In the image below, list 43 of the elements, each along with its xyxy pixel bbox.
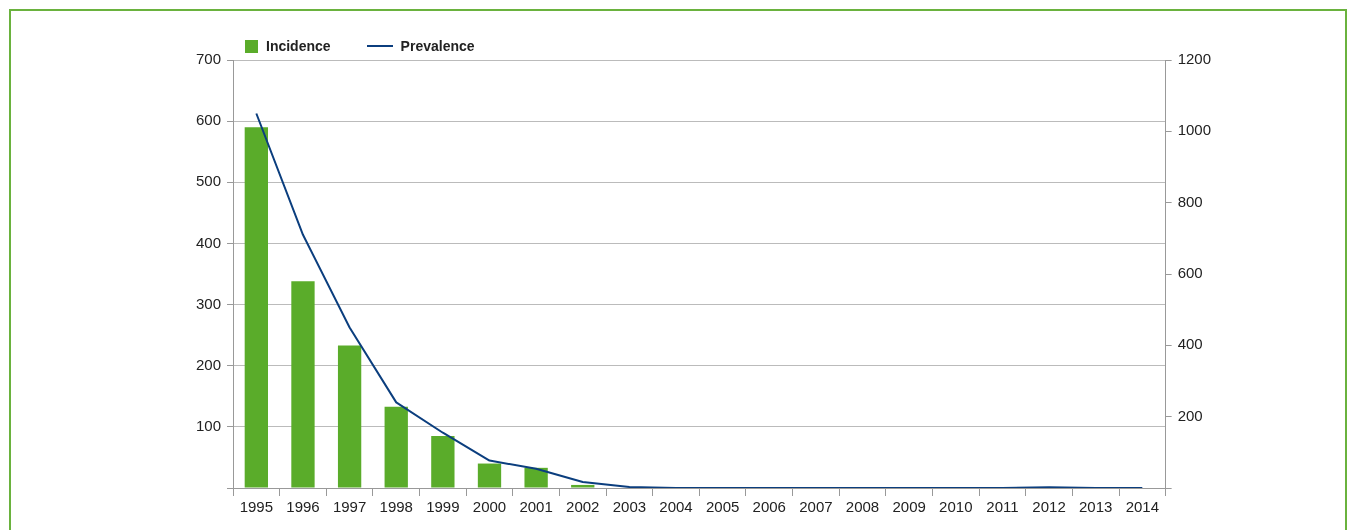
x-tick-label: 1999 bbox=[426, 498, 460, 516]
x-tick-label: 2002 bbox=[566, 498, 600, 516]
x-tick-label: 2011 bbox=[986, 498, 1019, 516]
y2-tick-label: 600 bbox=[1177, 264, 1203, 282]
bar bbox=[244, 127, 268, 488]
x-tick-label: 2009 bbox=[892, 498, 926, 516]
bar bbox=[571, 484, 595, 488]
x-tick-label: 1998 bbox=[379, 498, 413, 516]
y-tick-label: 400 bbox=[196, 233, 222, 251]
x-tick-label: 2007 bbox=[799, 498, 833, 516]
y-tick-label: 200 bbox=[196, 355, 222, 373]
y2-tick-label: 400 bbox=[1177, 335, 1203, 353]
y2-tick-label: 800 bbox=[1177, 192, 1203, 210]
bar bbox=[431, 436, 455, 488]
x-tick-label: 2010 bbox=[939, 498, 973, 516]
x-tick-label: 2006 bbox=[752, 498, 786, 516]
x-tick-label: 2012 bbox=[1032, 498, 1066, 516]
x-tick-label: 2000 bbox=[472, 498, 507, 516]
x-tick-label: 1995 bbox=[239, 498, 274, 516]
y2-tick-label: 1200 bbox=[1177, 50, 1212, 68]
x-tick-label: 2001 bbox=[519, 498, 553, 516]
y-tick-label: 100 bbox=[196, 417, 222, 434]
x-tick-label: 1997 bbox=[332, 498, 367, 516]
y-tick-label: 700 bbox=[196, 50, 222, 68]
x-tick-label: 2008 bbox=[845, 498, 880, 516]
legend-label: Incidence bbox=[266, 38, 331, 54]
y2-tick-label: 200 bbox=[1177, 406, 1203, 424]
x-tick-label: 2014 bbox=[1125, 498, 1159, 516]
y-tick-label: 300 bbox=[196, 294, 222, 312]
bar bbox=[477, 463, 502, 488]
legend-label: Prevalence bbox=[400, 38, 475, 54]
x-tick-label: 2004 bbox=[659, 498, 693, 516]
x-tick-label: 2003 bbox=[612, 498, 647, 516]
y-tick-label: 600 bbox=[196, 111, 222, 129]
bar bbox=[384, 406, 408, 488]
x-tick-label: 1996 bbox=[286, 498, 320, 516]
y-tick-label: 500 bbox=[196, 172, 222, 190]
bar bbox=[337, 345, 362, 488]
y2-tick-label: 1000 bbox=[1177, 121, 1212, 139]
x-tick-label: 2005 bbox=[705, 498, 740, 516]
x-tick-label: 2013 bbox=[1079, 498, 1113, 516]
bar bbox=[524, 467, 548, 488]
bar bbox=[291, 281, 315, 488]
